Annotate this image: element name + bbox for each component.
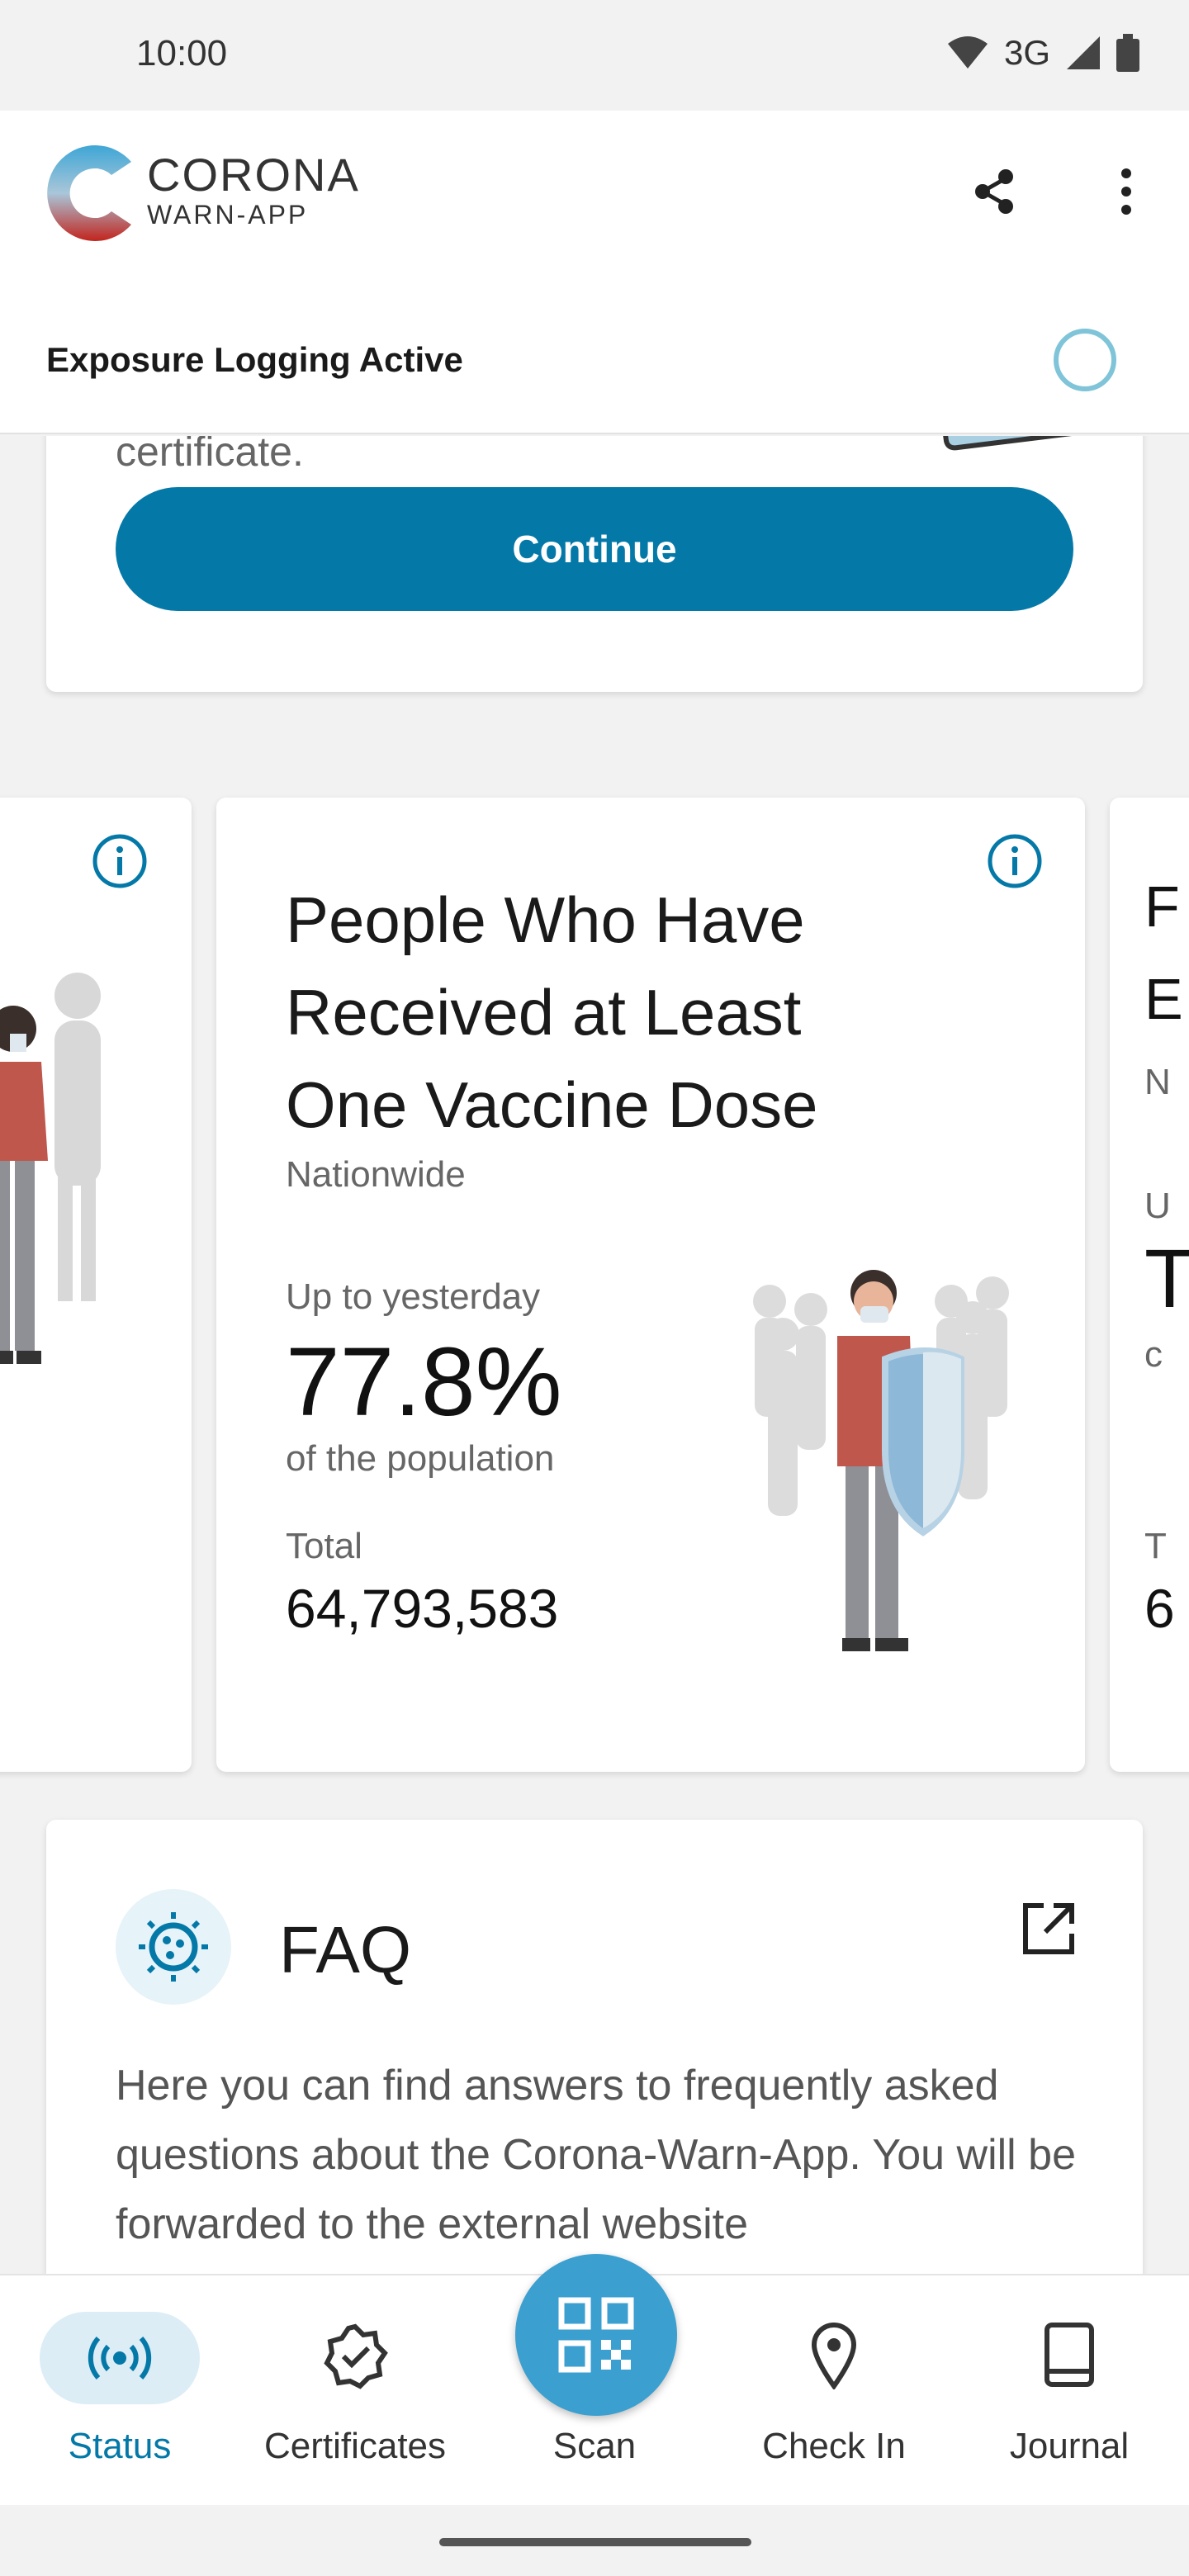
phone-illustration	[943, 436, 1073, 451]
nav-status-label: Status	[68, 2426, 172, 2466]
exposure-logging-label: Exposure Logging Active	[46, 340, 463, 379]
scan-fab-button[interactable]	[515, 2254, 677, 2416]
next-card-text: 6	[1144, 1578, 1175, 1639]
battery-icon	[1116, 34, 1139, 72]
book-icon	[1045, 2323, 1094, 2387]
nav-journal[interactable]: Journal	[966, 2275, 1172, 2507]
stat-title: People Who Have Received at Least One Va…	[286, 883, 818, 1141]
network-type: 3G	[1003, 33, 1050, 72]
nav-scan[interactable]: Scan	[495, 2275, 694, 2507]
location-pin-icon	[811, 2323, 857, 2389]
next-card-text: F	[1144, 874, 1180, 939]
nav-status[interactable]: Status	[17, 2275, 223, 2507]
next-card-text: T	[1144, 1233, 1189, 1325]
certificate-card-partial-text: certificate.	[116, 436, 304, 475]
faq-title: FAQ	[279, 1913, 412, 1986]
next-card-text: T	[1144, 1526, 1167, 1566]
exposure-status-ring-icon	[1054, 329, 1116, 391]
wifi-icon	[947, 36, 988, 69]
info-icon[interactable]	[986, 832, 1044, 890]
stat-percentage: 77.8%	[286, 1328, 562, 1437]
brand-wordmark: CORONA WARN-APP	[147, 150, 360, 230]
status-bar: 10:00 3G	[0, 0, 1189, 111]
qr-code-icon	[558, 2297, 634, 2373]
nav-check-in-label: Check In	[762, 2426, 906, 2466]
faq-description: Here you can find answers to frequently …	[116, 2062, 1077, 2248]
stat-total-value: 64,793,583	[286, 1578, 559, 1639]
people-illustration	[0, 973, 101, 1364]
nav-certificates-label: Certificates	[263, 2426, 447, 2466]
stat-total-label: Total	[286, 1526, 362, 1566]
signal-icon	[1067, 36, 1100, 69]
corona-warn-app-logo	[47, 145, 131, 241]
continue-button[interactable]: Continue	[116, 487, 1073, 611]
next-card-text: U	[1144, 1186, 1171, 1226]
stat-card-next[interactable]: F E N U T c T 6	[1110, 798, 1189, 1772]
stat-card-previous[interactable]	[0, 798, 192, 1772]
nav-certificates[interactable]: Certificates	[239, 2275, 471, 2507]
exposure-logging-bar[interactable]: Exposure Logging Active	[0, 301, 1189, 434]
broadcast-icon	[88, 2337, 152, 2379]
share-icon[interactable]	[968, 165, 1021, 218]
clock: 10:00	[136, 33, 228, 73]
stat-percentage-suffix: of the population	[286, 1438, 555, 1479]
vaccination-stat-card[interactable]: People Who Have Received at Least One Va…	[216, 798, 1085, 1772]
virus-icon	[116, 1889, 231, 2005]
main-scroll-content[interactable]: certificate. Continue People Who H	[0, 436, 1189, 2274]
next-card-text: E	[1144, 967, 1183, 1031]
vaccinated-person-shield-illustration	[753, 1270, 1009, 1651]
app-bar: CORONA WARN-APP	[0, 111, 1189, 301]
nav-check-in[interactable]: Check In	[727, 2275, 941, 2507]
certificate-badge-icon	[324, 2323, 388, 2389]
nav-scan-label: Scan	[552, 2426, 637, 2466]
brand-line-1: CORONA	[147, 149, 360, 201]
nav-journal-label: Journal	[1009, 2426, 1130, 2466]
status-icons: 3G	[946, 33, 1139, 73]
faq-card[interactable]: FAQ Here you can find answers to frequen…	[46, 1820, 1143, 2274]
next-card-text: c	[1144, 1334, 1163, 1375]
gesture-navigation-bar	[0, 2505, 1189, 2576]
next-card-text: N	[1144, 1062, 1171, 1102]
home-gesture-handle[interactable]	[439, 2538, 751, 2546]
stat-period-label: Up to yesterday	[286, 1276, 541, 1317]
more-options-icon[interactable]	[1106, 165, 1146, 218]
info-icon[interactable]	[91, 832, 149, 890]
stat-region: Nationwide	[286, 1154, 466, 1195]
certificate-card: certificate. Continue	[46, 436, 1143, 692]
external-link-icon[interactable]	[1019, 1899, 1078, 1958]
brand-line-2: WARN-APP	[147, 200, 309, 230]
